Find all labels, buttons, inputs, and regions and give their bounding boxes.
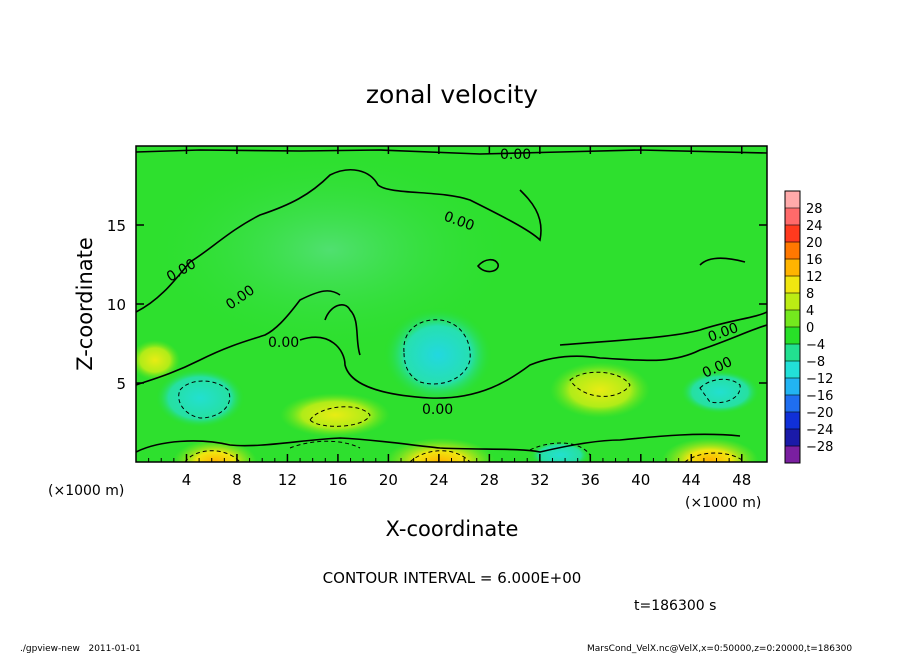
colorbar-label: −4 (806, 338, 825, 353)
colorbar-label: −20 (806, 406, 833, 421)
y-axis-label: Z-coordinate (73, 237, 97, 371)
colorbar-swatch (785, 276, 800, 294)
colorbar-label: −8 (806, 355, 825, 370)
x-axis-label: X-coordinate (386, 517, 519, 541)
colorbar-label: 20 (806, 236, 823, 251)
x-tick-label: 24 (429, 471, 448, 489)
colorbar-label: 16 (806, 253, 823, 268)
colorbar-swatch (785, 208, 800, 226)
contour-lines (136, 149, 767, 453)
colorbar-label: −28 (806, 440, 833, 455)
x-unit-label: (×1000 m) (685, 495, 761, 511)
heatmap-field (136, 146, 767, 462)
x-tick-label: 36 (581, 471, 600, 489)
time-label: t=186300 s (634, 598, 716, 614)
x-tick-label: 16 (328, 471, 347, 489)
x-tick-label: 8 (232, 471, 242, 489)
colorbar: 28 24 20 16 12 8 4 0 −4 −8 −12 −16 −20 −24 −28 (784, 190, 833, 464)
colorbar-label: 12 (806, 270, 823, 285)
colorbar-swatch (785, 344, 800, 362)
y-tick-label: 15 (107, 217, 126, 235)
x-tick-label: 20 (379, 471, 398, 489)
colorbar-label: 24 (806, 219, 823, 234)
colorbar-swatch (785, 395, 800, 413)
colorbar-swatch (785, 429, 800, 447)
footer-right: MarsCond_VelX.nc@VelX,x=0:50000,z=0:2000… (587, 644, 852, 654)
colorbar-swatch (785, 412, 800, 430)
y-tick-label: 10 (107, 296, 126, 314)
colorbar-label: −12 (806, 372, 833, 387)
contour-label: 0.00 (422, 402, 453, 418)
contour-interval: CONTOUR INTERVAL = 6.000E+00 (323, 569, 582, 587)
colorbar-swatch (785, 361, 800, 379)
x-ticks: 4 8 12 16 20 24 28 32 36 40 44 48 (148, 146, 751, 489)
x-tick-label: 32 (530, 471, 549, 489)
contour-label: 0.00 (500, 147, 531, 163)
x-tick-label: 4 (182, 471, 192, 489)
x-tick-label: 40 (631, 471, 650, 489)
dashed-contours (178, 319, 746, 462)
colorbar-swatch (785, 225, 800, 243)
x-tick-label: 48 (732, 471, 751, 489)
colorbar-label: −24 (806, 423, 833, 438)
colorbar-label: −16 (806, 389, 833, 404)
footer-left: ./gpview-new 2011-01-01 (20, 644, 141, 654)
contour-label: 0.00 (268, 335, 299, 351)
chart-title: zonal velocity (366, 80, 538, 109)
y-unit-label: (×1000 m) (48, 483, 124, 499)
colorbar-swatch (785, 242, 800, 260)
colorbar-label: 0 (806, 321, 814, 336)
x-tick-label: 12 (278, 471, 297, 489)
colorbar-label: 28 (806, 202, 823, 217)
colorbar-label: 8 (806, 287, 814, 302)
x-tick-label: 44 (682, 471, 701, 489)
colorbar-swatch (785, 310, 800, 328)
y-tick-label: 5 (116, 375, 126, 393)
contour-labels: 0.00 0.00 0.00 0.00 0.00 0.00 0.00 0.00 (164, 147, 741, 418)
colorbar-swatch (785, 378, 800, 396)
colorbar-label: 4 (806, 304, 814, 319)
colorbar-swatch (785, 259, 800, 277)
colorbar-swatch (785, 191, 800, 209)
y-ticks: 5 10 15 (107, 217, 767, 393)
x-tick-label: 28 (480, 471, 499, 489)
colorbar-swatch (785, 446, 800, 464)
colorbar-swatch (785, 327, 800, 345)
colorbar-swatch (785, 293, 800, 311)
